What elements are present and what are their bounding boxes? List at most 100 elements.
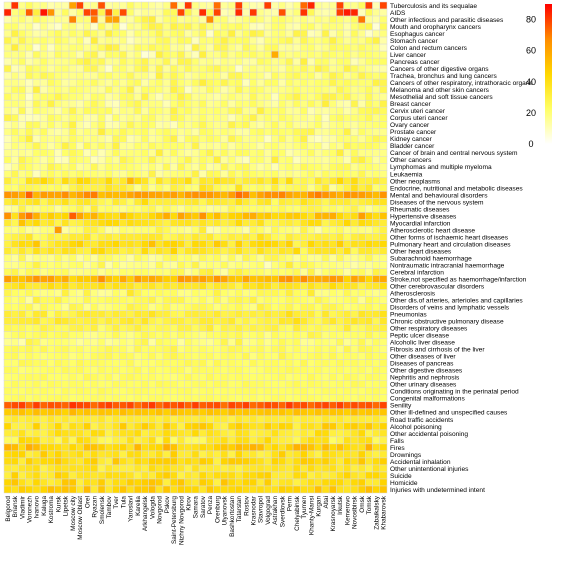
heatmap-cell [379, 394, 388, 403]
heatmap-cell [271, 184, 279, 192]
heatmap-cell [220, 303, 229, 311]
heatmap-cell [307, 429, 315, 438]
heatmap-cell [148, 29, 157, 38]
heatmap-cell [47, 184, 55, 192]
heatmap-cell [133, 450, 142, 459]
heatmap-cell [126, 142, 135, 150]
heatmap-cell [39, 226, 48, 234]
heatmap-cell [357, 233, 366, 241]
heatmap-cell [141, 443, 149, 452]
heatmap-cell [263, 443, 272, 452]
heatmap-cell [61, 408, 70, 417]
column-label: Yaroslavl [128, 496, 135, 522]
heatmap-cell [191, 401, 200, 410]
heatmap-cell [336, 240, 344, 248]
heatmap-cell [256, 331, 265, 339]
heatmap-cell [242, 191, 250, 199]
heatmap-cell [3, 212, 12, 220]
heatmap-cell [61, 1, 70, 10]
heatmap-cell [32, 212, 41, 220]
heatmap-cell [169, 261, 178, 269]
heatmap-cell [227, 436, 236, 445]
heatmap-cell [242, 485, 250, 494]
heatmap-cell [300, 240, 308, 248]
heatmap-cell [379, 471, 388, 480]
heatmap-cell [357, 184, 366, 192]
heatmap-cell [213, 324, 222, 332]
heatmap-cell [336, 485, 344, 494]
heatmap-cell [10, 366, 19, 374]
heatmap-cell [97, 415, 106, 424]
heatmap-cell [292, 282, 301, 290]
heatmap-cell [112, 1, 120, 10]
heatmap-cell [263, 8, 272, 17]
row-label: Cervix uteri cancer [390, 108, 446, 115]
row-label: Other ill-defined and unspecified causes [390, 410, 508, 417]
heatmap-cell [213, 429, 222, 438]
heatmap-cell [141, 142, 149, 150]
heatmap-cell [365, 394, 373, 403]
heatmap-cell [350, 366, 359, 374]
heatmap-cell [104, 429, 113, 438]
heatmap-cell [292, 296, 301, 304]
heatmap-cell [184, 29, 193, 38]
heatmap-cell [343, 99, 352, 108]
heatmap-cell [206, 317, 214, 325]
heatmap-cell [292, 275, 301, 283]
heatmap-cell [256, 184, 265, 192]
heatmap-cell [227, 247, 236, 255]
heatmap-cell [314, 22, 323, 31]
heatmap-cell [10, 156, 19, 164]
heatmap-cell [307, 156, 315, 164]
heatmap-cell [198, 373, 207, 382]
heatmap-cell [220, 128, 229, 136]
heatmap-cell [155, 240, 164, 248]
heatmap-cell [271, 71, 279, 80]
heatmap-cell [285, 163, 294, 171]
heatmap-cell [47, 282, 55, 290]
heatmap-cell [32, 261, 41, 269]
heatmap-cell [141, 450, 149, 459]
heatmap-cell [263, 310, 272, 318]
row-label: Other dis.of arteries, arterioles and ca… [390, 298, 523, 305]
heatmap-cell [278, 268, 287, 276]
heatmap-cell [97, 422, 106, 431]
heatmap-cell [220, 401, 229, 410]
heatmap-cell [198, 120, 207, 129]
heatmap-cell [343, 331, 352, 339]
heatmap-cell [285, 317, 294, 325]
heatmap-cell [357, 387, 366, 396]
heatmap-cell [169, 366, 178, 374]
heatmap-cell [126, 380, 135, 389]
heatmap-cell [119, 1, 128, 10]
heatmap-cell [343, 471, 352, 480]
heatmap-cell [25, 191, 34, 199]
heatmap-cell [206, 457, 214, 466]
heatmap-cell [235, 380, 243, 389]
heatmap-cell [213, 352, 222, 360]
heatmap-cell [206, 43, 214, 52]
heatmap-cell [263, 85, 272, 94]
heatmap-cell [191, 380, 200, 389]
heatmap-cell [104, 359, 113, 367]
heatmap-cell [372, 15, 381, 24]
heatmap-cell [76, 352, 84, 360]
heatmap-cell [25, 99, 34, 108]
heatmap-cell [357, 99, 366, 108]
heatmap-cell [336, 15, 344, 24]
heatmap-cell [343, 464, 352, 473]
heatmap-cell [18, 254, 26, 262]
heatmap-cell [357, 191, 366, 199]
heatmap-cell [278, 219, 287, 227]
heatmap-cell [372, 177, 381, 185]
heatmap-cell [126, 85, 135, 94]
heatmap-cell [155, 254, 164, 262]
heatmap-cell [148, 457, 157, 466]
heatmap-cell [292, 338, 301, 346]
heatmap-cell [343, 352, 352, 360]
heatmap-cell [350, 15, 359, 24]
heatmap-cell [10, 64, 19, 73]
heatmap-cell [177, 128, 185, 136]
heatmap-cell [177, 457, 185, 466]
